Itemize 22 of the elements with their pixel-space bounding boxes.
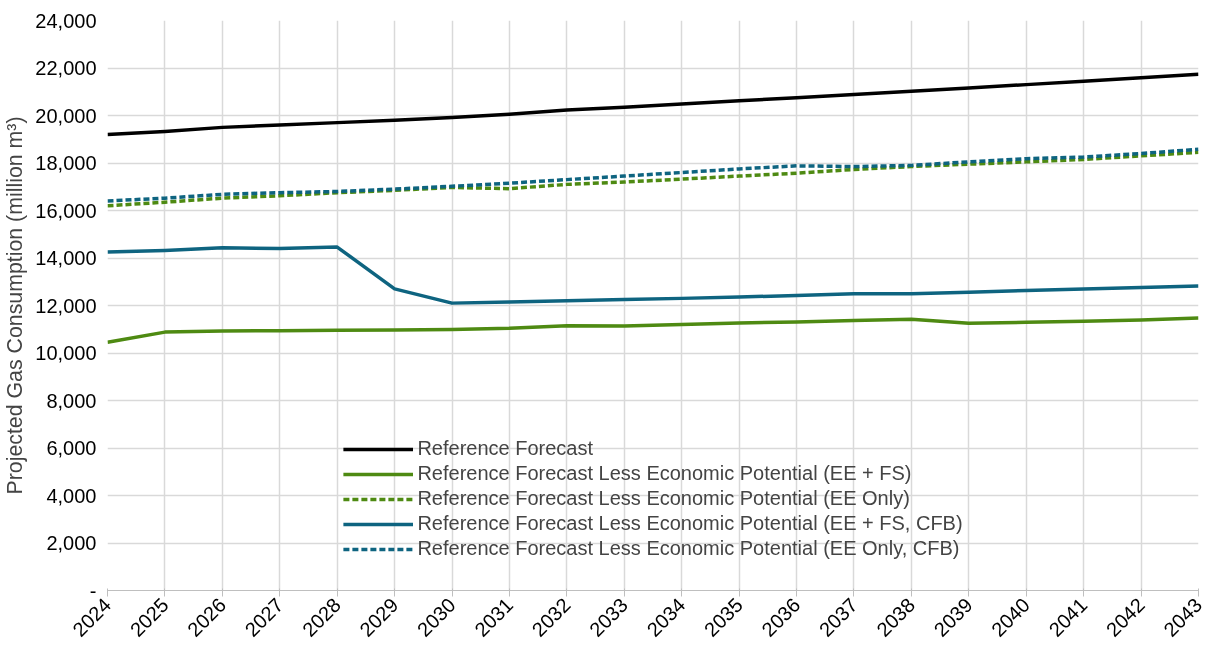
y-tick-label: 4,000 <box>46 484 97 507</box>
y-tick-label: 22,000 <box>35 57 97 79</box>
y-tick-label: 6,000 <box>46 437 97 459</box>
y-tick-label: 2,000 <box>46 532 97 554</box>
y-tick-label: 16,000 <box>35 199 97 222</box>
legend-label: Reference Forecast Less Economic Potential (EE Only, CFB) <box>417 537 960 560</box>
y-tick-label: 14,000 <box>35 247 97 269</box>
y-tick-label: 10,000 <box>35 342 97 364</box>
y-tick-label: 12,000 <box>35 294 97 317</box>
line-series <box>107 245 1199 305</box>
line-series <box>107 316 1199 345</box>
y-tick-label: 18,000 <box>35 152 97 174</box>
y-tick-label: 8,000 <box>46 389 97 412</box>
y-tick-label: 24,000 <box>35 9 97 32</box>
legend-label: Reference Forecast Less Economic Potential (EE + FS, CFB) <box>417 512 963 535</box>
y-tick-label: - <box>89 579 97 602</box>
y-axis-title: Projected Gas Consumption (million m³) <box>3 116 28 495</box>
y-tick-label: 20,000 <box>35 104 97 127</box>
legend-label: Reference Forecast Less Economic Potential (EE + FS) <box>417 462 912 485</box>
line-series <box>107 72 1199 137</box>
legend-label: Reference Forecast <box>417 437 594 460</box>
legend-label: Reference Forecast Less Economic Potential (EE Only) <box>417 487 910 510</box>
